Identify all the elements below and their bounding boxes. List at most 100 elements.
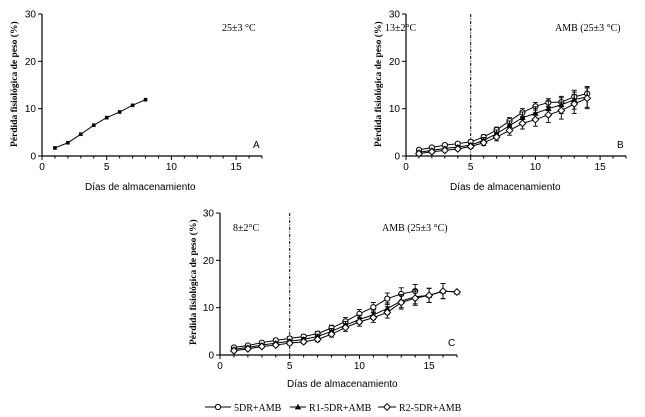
panel-a-x-tick-label: 15 — [231, 162, 243, 173]
legend-label-5dr-amb: 5DR+AMB — [234, 403, 282, 414]
panel-a-series-a-line — [54, 99, 146, 149]
panel-c-x-tick-label: 15 — [424, 361, 436, 372]
circle-open-marker-icon — [214, 403, 222, 411]
panel-a-series-a-point — [66, 140, 70, 145]
panel-b-letter: B — [617, 140, 624, 151]
panel-c-letter: C — [448, 338, 455, 349]
panel-b-series-r2-5dr-amb-point — [583, 94, 592, 103]
panel-a-y-axis-label: Pérdida fisiológica de peso (%) — [9, 21, 20, 147]
legend-item-5dr-amb: 5DR+AMB — [205, 403, 282, 414]
panel-b-y-tick-label: 20 — [389, 57, 401, 68]
panel-b-series-r2-5dr-amb-point — [531, 115, 540, 124]
panel-c-y-tick-label: 10 — [203, 303, 215, 314]
panel-a-series-a-point — [79, 132, 83, 137]
panel-b-x-tick-label: 15 — [595, 162, 607, 173]
panel-c-series-r2-5dr-amb-point — [397, 298, 406, 307]
panel-a-y-tick-label: 0 — [30, 152, 36, 163]
panel-a-series-a — [53, 97, 148, 150]
panel-c-series-r2-5dr-amb-point — [452, 288, 462, 297]
panel-c-x-axis-label: Días de almacenamiento — [287, 379, 398, 390]
panel-c-series-r2-5dr-amb-point — [243, 344, 252, 353]
triangle-marker-icon — [294, 403, 302, 410]
panel-b-series-r2-5dr-amb-point — [466, 142, 475, 151]
legend-item-r2-5dr-amb: R2-5DR+AMB — [378, 402, 462, 414]
panel-b-series-5dr-amb — [415, 87, 591, 153]
panel-a-x-tick-label: 10 — [166, 162, 178, 173]
panel-c-series-r2-5dr-amb-point — [271, 341, 280, 350]
panel-a-series-a-point — [130, 103, 135, 108]
panel-b-series-r2-5dr-amb-point — [544, 110, 553, 119]
panel-c-refrigeration-label: 8±2°C — [233, 223, 259, 234]
panel-a-series-a-point — [91, 123, 96, 128]
panel-b-series-r2-5dr-amb-point — [479, 138, 488, 147]
panel-b-chart: 0 10 20 30 0 5 10 15 13±2°C AMB (25±3 °C) B Día… — [373, 10, 627, 193]
panel-c-x-tick-label: 0 — [217, 361, 223, 372]
panel-c-y-tick-label: 20 — [203, 256, 215, 267]
panel-c-series-r2-5dr-amb-point — [313, 335, 322, 344]
panel-c-y-tick-label: 30 — [203, 209, 215, 220]
diamond-open-marker-icon — [382, 402, 392, 412]
panel-c-series-r2-5dr-amb-point — [229, 346, 238, 355]
panel-a-series-a-point — [117, 110, 122, 114]
panel-c-series-r2-5dr-amb-point — [425, 291, 434, 300]
panel-b-x-tick-label: 10 — [530, 162, 542, 173]
panel-c-x-tick-label: 10 — [354, 361, 366, 372]
panel-a-x-tick-label: 5 — [104, 162, 110, 173]
panel-b-y-tick-label: 30 — [389, 10, 401, 21]
panel-b-x-tick-label: 5 — [468, 162, 474, 173]
legend-label-r2-5dr-amb: R2-5DR+AMB — [399, 403, 462, 414]
panel-a-series-a-point — [53, 146, 57, 150]
panel-c-series-r2-5dr-amb-point — [257, 342, 266, 351]
panel-c-series-r2-5dr-amb-point — [369, 313, 378, 322]
panel-c-series-r2-5dr-amb — [229, 283, 462, 355]
panel-a-letter: A — [253, 140, 260, 151]
panel-b-series-r2-5dr-amb-point — [518, 119, 527, 128]
panel-b-ambient-label: AMB (25±3 °C) — [555, 23, 621, 34]
panel-b-y-tick-label: 0 — [394, 152, 400, 163]
panel-a-temperature-label: 25±3 °C — [222, 23, 256, 34]
panel-a-plot-area: 0 10 20 30 0 5 10 15 — [25, 10, 263, 173]
panel-b-series-r2-5dr-amb-point — [427, 147, 436, 156]
legend-item-r1-5dr-amb: R1-5DR+AMB — [290, 403, 372, 414]
panel-c-series-r2-5dr-amb-point — [411, 294, 420, 303]
panel-c-series-r2-5dr-amb-point — [341, 323, 350, 332]
panel-b-x-tick-label: 0 — [403, 162, 409, 173]
panel-b-series-r2-5dr-amb-point — [505, 126, 514, 135]
panel-c-y-tick-label: 0 — [208, 351, 214, 362]
panel-a-y-tick-label: 30 — [25, 10, 37, 21]
panel-c-chart: 0 10 20 30 0 5 10 15 8±2°C AMB (25±3 °C) C Días… — [188, 209, 462, 390]
panel-b-series-r2-5dr-amb — [414, 87, 592, 158]
panel-c-series-r2-5dr-amb-point — [355, 317, 364, 326]
panel-a-y-tick-label: 20 — [25, 57, 37, 68]
panel-a-x-axis-label: Días de almacenamiento — [85, 182, 196, 193]
legend: 5DR+AMB R1-5DR+AMB R2-5DR+AMB — [205, 402, 462, 414]
panel-c-series-5dr-amb-point — [384, 295, 391, 302]
panel-b-y-tick-label: 10 — [389, 104, 401, 115]
panel-c-y-axis-label: Pérdida fisiológica de peso (%) — [188, 219, 199, 345]
panel-c-series-r2-5dr-amb-point — [285, 339, 294, 348]
panel-b-series-r2-5dr-amb-point — [453, 144, 462, 153]
panel-a-series-a-point — [143, 97, 148, 102]
panel-c-series-r2-5dr-amb-point — [439, 287, 448, 296]
panel-c-series-r2-5dr-amb-point — [299, 337, 308, 346]
panel-b-series-r2-5dr-amb-point — [414, 149, 423, 158]
panel-b-series-r2-5dr-amb-point — [440, 146, 449, 155]
panel-b-plot-area: 0 10 20 30 0 5 10 15 — [389, 10, 627, 173]
panel-c-x-tick-label: 5 — [287, 361, 293, 372]
panel-b-series-r2-5dr-amb-point — [492, 133, 501, 142]
panel-b-series-r2-5dr-amb-point — [557, 106, 566, 115]
panel-c-series-5dr-amb-point — [370, 304, 377, 311]
panel-b-y-axis-label: Pérdida fisiológica de peso (%) — [373, 21, 384, 147]
panel-b-refrigeration-label: 13±2°C — [385, 23, 416, 34]
panel-c-ambient-label: AMB (25±3 °C) — [382, 223, 448, 234]
legend-label-r1-5dr-amb: R1-5DR+AMB — [309, 403, 372, 414]
panel-c-series-r2-5dr-amb-point — [327, 330, 336, 339]
panel-c-plot-area: 0 10 20 30 0 5 10 15 — [203, 209, 462, 372]
panel-c-series-5dr-amb — [230, 284, 419, 351]
panel-a-chart: 0 10 20 30 0 5 10 15 25±3 °C A Días de almacena… — [9, 10, 263, 193]
panel-a-series-a-point — [104, 115, 109, 120]
panel-c-series-r2-5dr-amb-point — [383, 308, 392, 317]
panel-b-x-axis-label: Días de almacenamiento — [450, 182, 561, 193]
panel-b-series-r2-5dr-amb-point — [570, 99, 579, 108]
